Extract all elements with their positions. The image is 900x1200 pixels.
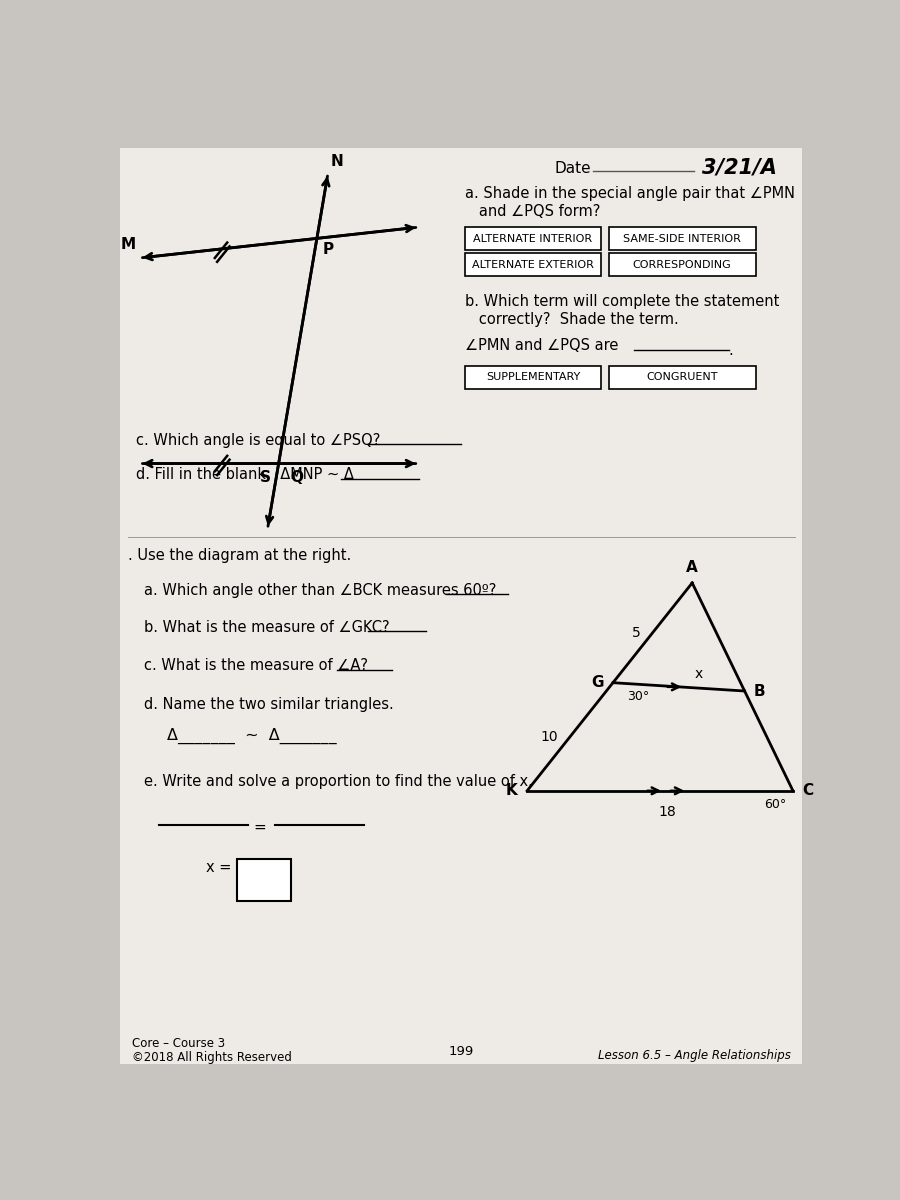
Text: c. What is the measure of ∠A?: c. What is the measure of ∠A? xyxy=(143,659,367,673)
Text: SUPPLEMENTARY: SUPPLEMENTARY xyxy=(486,372,580,383)
Text: Date: Date xyxy=(554,161,591,176)
Text: ALTERNATE INTERIOR: ALTERNATE INTERIOR xyxy=(473,234,592,244)
Text: d. Name the two similar triangles.: d. Name the two similar triangles. xyxy=(143,697,393,712)
Text: ALTERNATE EXTERIOR: ALTERNATE EXTERIOR xyxy=(472,260,594,270)
Text: Lesson 6.5 – Angle Relationships: Lesson 6.5 – Angle Relationships xyxy=(598,1049,790,1062)
Text: Δ_______  ∼  Δ_______: Δ_______ ∼ Δ_______ xyxy=(166,727,337,744)
Text: 18: 18 xyxy=(659,805,677,818)
Text: 10: 10 xyxy=(541,730,558,744)
Text: Q: Q xyxy=(290,469,303,485)
Bar xyxy=(465,253,601,276)
Text: c. Which angle is equal to ∠PSQ?: c. Which angle is equal to ∠PSQ? xyxy=(136,433,380,448)
Text: correctly?  Shade the term.: correctly? Shade the term. xyxy=(465,312,679,326)
Text: ∠PMN and ∠PQS are: ∠PMN and ∠PQS are xyxy=(465,338,618,353)
Text: G: G xyxy=(591,676,604,690)
Bar xyxy=(465,366,601,389)
Bar xyxy=(608,227,756,251)
Bar xyxy=(608,366,756,389)
Text: CORRESPONDING: CORRESPONDING xyxy=(633,260,732,270)
Text: a. Shade in the special angle pair that ∠PMN: a. Shade in the special angle pair that … xyxy=(465,186,795,202)
Text: and ∠PQS form?: and ∠PQS form? xyxy=(465,204,600,220)
Text: S: S xyxy=(260,469,271,485)
Text: d. Fill in the blank:  ΔMNP ∼ Δ: d. Fill in the blank: ΔMNP ∼ Δ xyxy=(136,468,354,482)
Text: b. Which term will complete the statement: b. Which term will complete the statemen… xyxy=(465,294,779,310)
Text: P: P xyxy=(323,242,334,257)
Text: ©2018 All Rights Reserved: ©2018 All Rights Reserved xyxy=(132,1051,292,1064)
Text: N: N xyxy=(330,155,343,169)
Text: Core – Course 3: Core – Course 3 xyxy=(132,1037,225,1050)
Text: x =: x = xyxy=(205,860,231,875)
Text: SAME-SIDE INTERIOR: SAME-SIDE INTERIOR xyxy=(623,234,741,244)
Text: M: M xyxy=(121,236,136,252)
Text: CONGRUENT: CONGRUENT xyxy=(646,372,718,383)
Text: =: = xyxy=(254,820,266,835)
Text: 30°: 30° xyxy=(627,690,649,703)
Text: 60°: 60° xyxy=(764,798,787,811)
Text: K: K xyxy=(506,784,518,798)
Text: A: A xyxy=(687,560,698,575)
Text: . Use the diagram at the right.: . Use the diagram at the right. xyxy=(128,548,351,563)
Text: 199: 199 xyxy=(448,1045,474,1058)
Text: b. What is the measure of ∠GKC?: b. What is the measure of ∠GKC? xyxy=(143,620,389,635)
Text: a. Which angle other than ∠BCK measures 60º?: a. Which angle other than ∠BCK measures … xyxy=(143,583,496,598)
Text: 3/21/A: 3/21/A xyxy=(701,158,777,178)
Text: B: B xyxy=(754,684,766,698)
Text: C: C xyxy=(802,784,814,798)
Text: e. Write and solve a proportion to find the value of x.: e. Write and solve a proportion to find … xyxy=(143,774,533,788)
Text: 5: 5 xyxy=(632,625,641,640)
Text: x: x xyxy=(694,667,703,680)
Bar xyxy=(608,253,756,276)
Bar xyxy=(465,227,601,251)
Text: .: . xyxy=(729,343,733,358)
Bar xyxy=(237,858,291,901)
